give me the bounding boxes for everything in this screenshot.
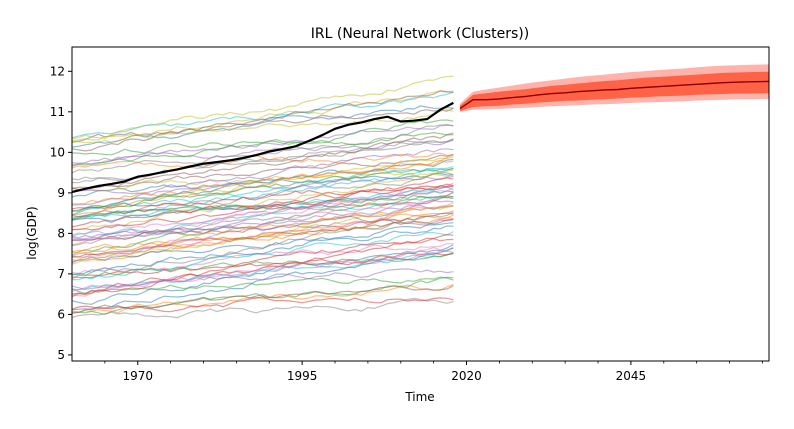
background-series-line <box>72 195 454 237</box>
background-series-line <box>72 218 454 258</box>
highlight-series-line <box>72 101 454 194</box>
background-series-line <box>72 131 454 156</box>
background-series-line <box>72 186 454 219</box>
forecast-median-line <box>459 80 769 110</box>
background-series-line <box>72 172 454 192</box>
background-series-line <box>72 184 454 231</box>
forecast-inner-band <box>460 71 769 111</box>
background-series-line <box>72 185 454 247</box>
chart-title: IRL (Neural Network (Clusters)) <box>311 26 529 42</box>
background-series-line <box>72 231 454 281</box>
background-series-line <box>72 153 454 216</box>
plot-area <box>72 64 769 319</box>
background-series-line <box>72 244 454 305</box>
background-series-line <box>72 211 454 280</box>
y-tick-label: 10 <box>50 145 65 159</box>
x-tick-label: 2045 <box>616 369 647 383</box>
background-series-line <box>72 202 454 257</box>
background-series-line <box>72 90 454 152</box>
background-series-line <box>72 169 454 231</box>
x-tick-label: 2020 <box>451 369 482 383</box>
background-series-line <box>72 138 454 181</box>
background-series-line <box>72 108 454 144</box>
background-series-line <box>72 283 454 314</box>
y-tick-label: 8 <box>57 226 65 240</box>
background-series-line <box>72 134 454 191</box>
x-axis-label: Time <box>404 390 434 404</box>
axes: 5 6 7 8 9 10 11 12 1970 1995 2020 2045 <box>50 46 770 383</box>
y-axis-label: log(GDP) <box>25 206 39 259</box>
background-series-line <box>72 152 454 169</box>
background-series-line <box>72 285 454 314</box>
background-series-line <box>72 187 454 236</box>
background-series-line <box>72 158 454 213</box>
series-group <box>72 64 769 319</box>
background-series-line <box>72 177 454 210</box>
background-series-line <box>72 159 454 205</box>
background-series-line <box>72 205 454 265</box>
background-series-line <box>72 167 454 212</box>
background-series-line <box>72 276 454 294</box>
y-tick-label: 6 <box>57 307 65 321</box>
plot-frame <box>71 46 770 362</box>
background-series-line <box>72 204 454 253</box>
background-series-line <box>72 75 454 140</box>
background-series-line <box>72 192 454 264</box>
y-tick-label: 12 <box>50 64 65 78</box>
background-series-line <box>72 124 454 166</box>
background-series-line <box>72 297 454 319</box>
x-tick-label: 1970 <box>122 369 153 383</box>
background-series-line <box>72 252 454 291</box>
y-tick-label: 5 <box>57 348 65 362</box>
background-series-line <box>72 268 454 291</box>
y-tick-label: 7 <box>57 267 65 281</box>
background-series-line <box>72 276 454 316</box>
background-series-line <box>72 233 454 298</box>
y-tick-label: 9 <box>57 186 65 200</box>
background-series-line <box>72 123 454 174</box>
background-series-line <box>72 148 454 206</box>
x-tick-label: 1995 <box>287 369 318 383</box>
y-tick-label: 11 <box>50 105 65 119</box>
background-series-line <box>72 296 454 313</box>
